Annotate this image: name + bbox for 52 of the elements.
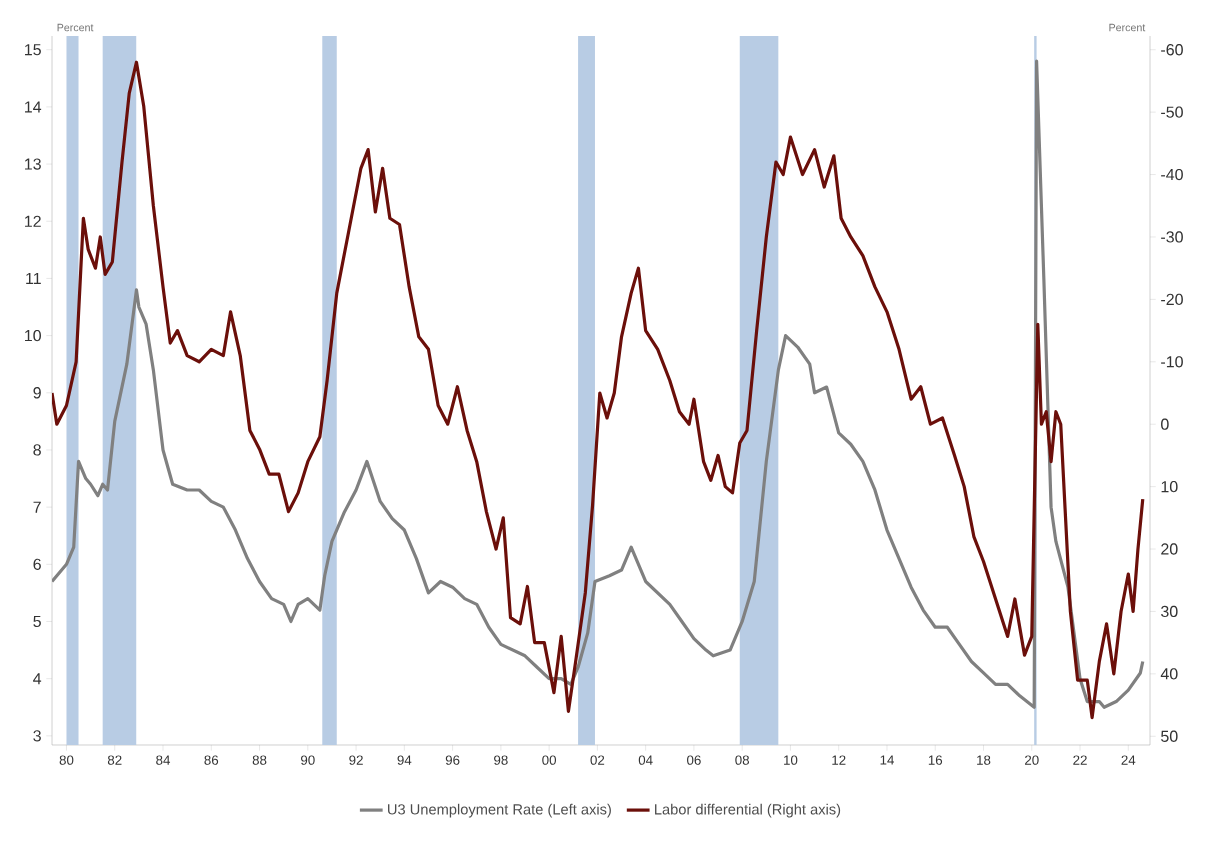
y2-axis-title: Percent [1109,23,1146,32]
y2-tick-label: 50 [1161,730,1178,742]
y-tick-label: 8 [33,444,41,456]
x-tick-label: 80 [59,755,74,765]
y-tick-label: 15 [25,44,41,56]
x-tick-label: 24 [1121,755,1136,765]
y2-tick-label: 0 [1161,418,1169,430]
y2-tick-label: -50 [1161,106,1183,118]
x-tick-label: 02 [590,755,605,765]
y-tick-label: 10 [25,329,41,342]
y2-tick-label: -30 [1161,231,1183,243]
legend-label: U3 Unemployment Rate (Left axis) [388,803,611,818]
x-tick-label: 88 [252,755,267,765]
y-axis-title: Percent [57,23,94,32]
x-tick-label: 10 [784,755,798,765]
y-tick-label: 12 [25,215,41,227]
y-tick-label: 13 [25,158,41,170]
legend-label: Labor differential (Right axis) [655,803,841,818]
y-tick-label: 14 [25,101,42,113]
x-tick-label: 08 [735,755,750,765]
y-tick-label: 3 [33,730,41,742]
y-tick-label: 5 [33,615,41,628]
x-tick-label: 00 [542,755,557,765]
y2-tick-label: 30 [1161,605,1178,618]
x-tick-label: 82 [107,755,122,765]
y2-tick-label: 20 [1161,543,1178,555]
y2-tick-label: 40 [1160,668,1178,680]
x-tick-label: 90 [301,755,315,765]
y-tick-label: 11 [26,272,41,284]
y2-tick-label: -10 [1161,356,1183,368]
x-tick-label: 86 [204,755,219,765]
x-tick-label: 16 [928,755,943,765]
x-tick-label: 06 [687,755,701,765]
x-tick-label: 92 [349,755,363,765]
x-tick-label: 12 [832,755,846,765]
x-tick-label: 04 [638,755,653,765]
y-tick-label: 6 [33,558,41,570]
x-tick-label: 98 [494,755,508,765]
x-tick-label: 22 [1073,755,1087,765]
x-tick-label: 18 [977,755,991,765]
x-tick-label: 20 [1025,755,1039,765]
x-tick-label: 96 [445,755,460,765]
y-tick-label: 9 [33,387,41,399]
y2-tick-label: -20 [1161,293,1183,306]
y2-tick-label: -60 [1161,44,1183,56]
x-tick-label: 94 [397,755,412,765]
x-tick-label: 84 [156,755,171,765]
x-tick-label: 14 [880,755,894,765]
y-tick-label: 4 [33,673,42,685]
y2-tick-label: -40 [1161,168,1183,181]
y-tick-label: 7 [33,501,41,513]
y2-tick-label: 10 [1161,480,1178,493]
